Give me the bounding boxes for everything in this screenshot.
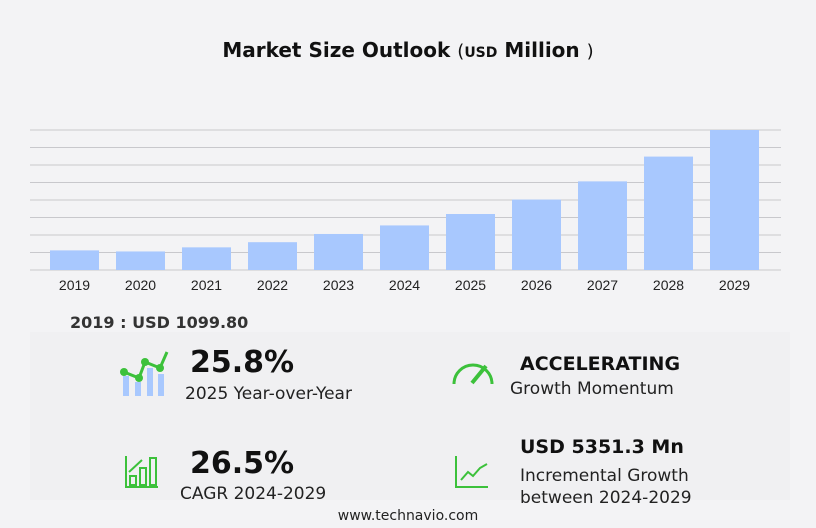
bar-2028 <box>644 156 693 270</box>
bar-2024 <box>380 225 429 270</box>
footer-url: www.technavio.com <box>337 508 479 524</box>
bar-2022 <box>248 242 297 270</box>
x-tick-label: 2019 <box>59 277 90 293</box>
x-tick-label: 2026 <box>521 277 552 293</box>
momentum-label: Growth Momentum <box>510 379 674 399</box>
trend-chart-icon <box>120 351 169 396</box>
yoy-value: 25.8% <box>190 345 295 380</box>
x-tick-label: 2021 <box>191 277 222 293</box>
bar-2023 <box>314 233 363 270</box>
paren-close: ) <box>586 41 594 62</box>
momentum-value: ACCELERATING <box>520 353 681 375</box>
bar-2025 <box>446 214 495 270</box>
chart-title: Market Size Outlook (USD Million ) <box>0 38 816 62</box>
bar-chart: 2019 2020 2021 2022 2023 2024 2025 2026 2027 2028… <box>30 129 781 293</box>
title-unit2: Million <box>504 38 580 62</box>
x-tick-label: 2029 <box>719 277 750 293</box>
cagr-value: 26.5% <box>190 446 295 481</box>
x-tick-label: 2024 <box>389 277 420 293</box>
incremental-value: USD 5351.3 Mn <box>520 436 684 458</box>
x-tick-label: 2025 <box>455 277 486 293</box>
cagr-label: CAGR 2024-2029 <box>180 484 327 504</box>
paren-open: ( <box>457 41 465 62</box>
bar-2029 <box>710 130 759 270</box>
title-unit: USD <box>464 45 498 61</box>
x-tick-label: 2027 <box>587 277 618 293</box>
bar-2021 <box>182 247 231 270</box>
incremental-label-1: Incremental Growth <box>520 466 689 486</box>
bar-2027 <box>578 181 627 270</box>
speedometer-icon <box>452 363 494 385</box>
bar-2019 <box>50 250 99 270</box>
bar-2026 <box>512 199 561 270</box>
x-tick-label: 2022 <box>257 277 288 293</box>
base-year-value: 2019 : USD 1099.80 <box>70 313 249 332</box>
x-tick-label: 2028 <box>653 277 684 293</box>
bar-2020 <box>116 251 165 270</box>
title-main: Market Size Outlook <box>222 38 451 62</box>
line-growth-icon <box>455 456 488 488</box>
x-tick-label: 2020 <box>125 277 156 293</box>
x-tick-label: 2023 <box>323 277 354 293</box>
yoy-label: 2025 Year-over-Year <box>185 384 352 404</box>
bar-growth-icon <box>125 456 158 488</box>
incremental-label-2: between 2024-2029 <box>520 488 692 508</box>
